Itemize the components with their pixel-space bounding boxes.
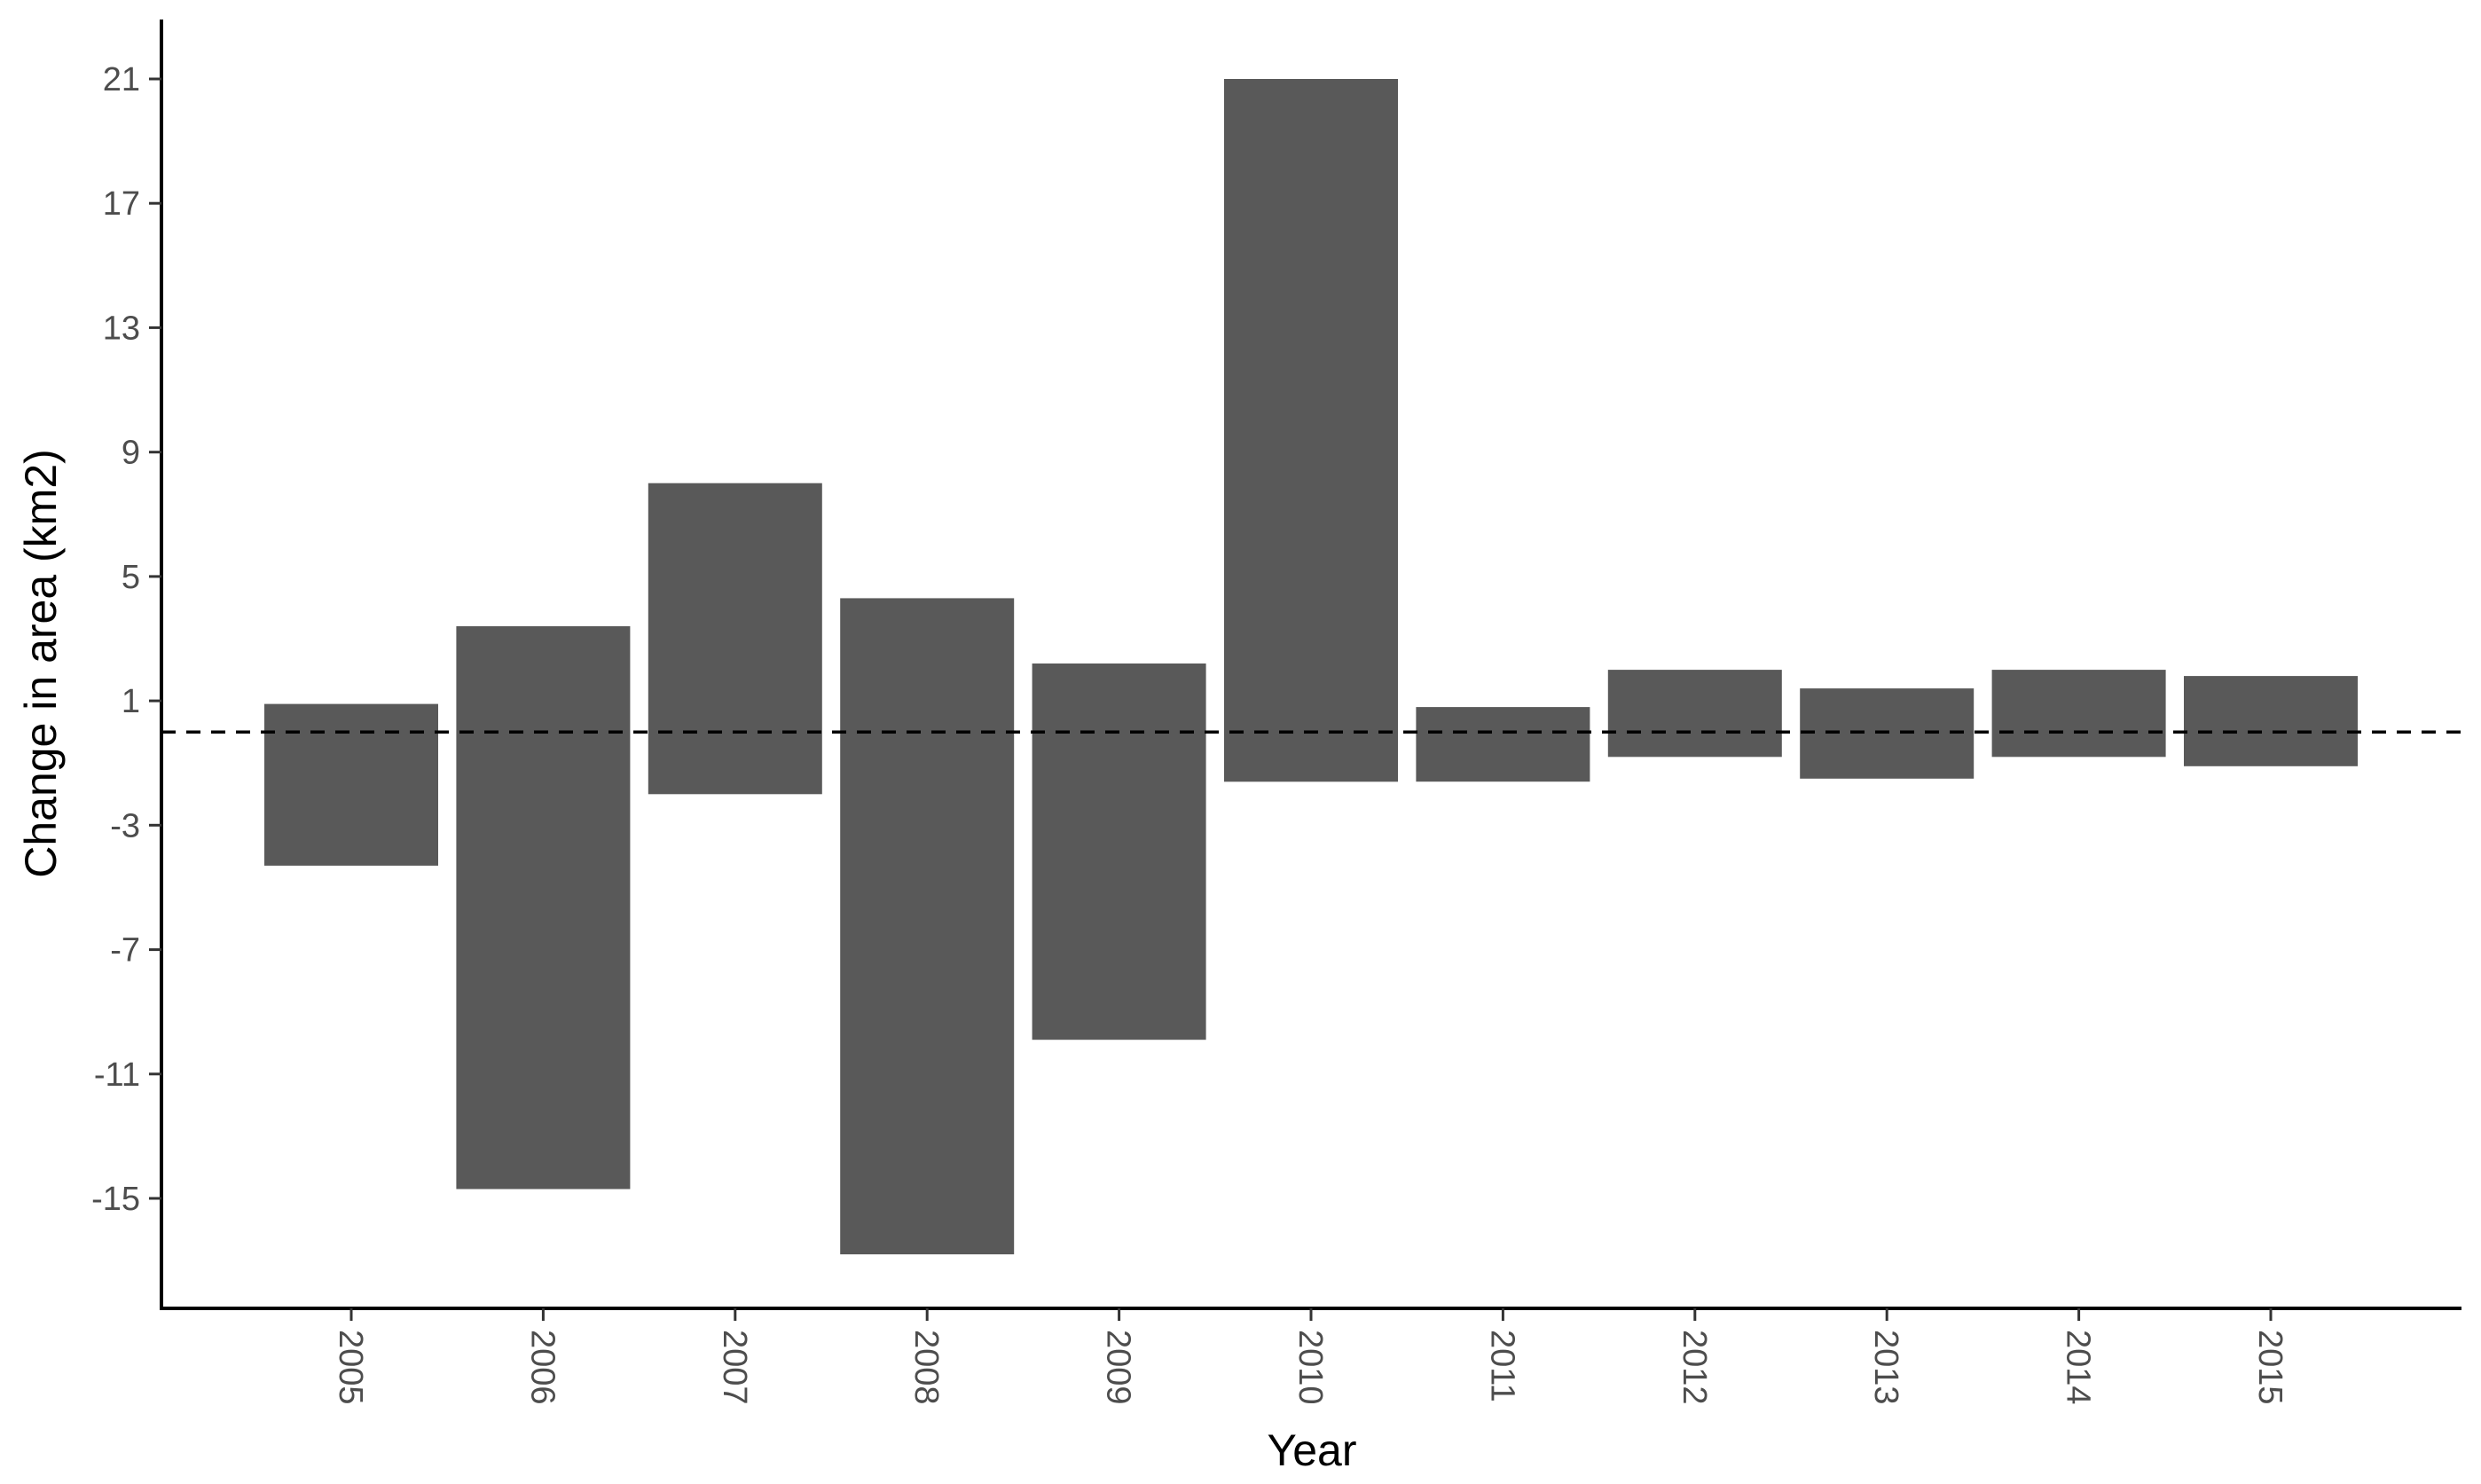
y-tick-label: 17 (103, 185, 140, 223)
bar-2008 (840, 598, 1015, 1255)
y-ticks: -15 -11 -7 -3 1 5 9 13 17 21 (91, 61, 161, 1218)
bar-2010 (1224, 79, 1398, 782)
bar-2012 (1607, 670, 1782, 758)
y-tick-label: -15 (91, 1181, 140, 1218)
y-tick-label: 5 (122, 559, 140, 596)
y-tick-label: 1 (122, 683, 140, 720)
bar-2005 (264, 703, 438, 866)
x-tick-label-2005: 2005 (332, 1330, 369, 1405)
bar-2009 (1032, 663, 1206, 1040)
x-tick-label-2013: 2013 (1867, 1330, 1904, 1405)
x-tick-label-2012: 2012 (1676, 1330, 1713, 1405)
bar-2007 (648, 483, 822, 795)
bars-layer (264, 79, 2358, 1255)
bar-2015 (2184, 676, 2358, 766)
x-tick-label-2014: 2014 (2060, 1330, 2097, 1405)
y-axis-title: Change in area (km2) (16, 449, 66, 878)
x-tick-label-2011: 2011 (1483, 1330, 1520, 1402)
x-tick-label-2007: 2007 (716, 1330, 753, 1405)
x-tick-label-2010: 2010 (1292, 1330, 1329, 1405)
x-axis-title: Year (1267, 1425, 1356, 1475)
bar-2014 (1991, 670, 2166, 758)
bar-2011 (1416, 707, 1590, 782)
x-tick-label-2008: 2008 (907, 1330, 945, 1405)
x-tick-label-2015: 2015 (2251, 1330, 2289, 1405)
y-tick-label: -7 (110, 932, 140, 970)
y-tick-label: 13 (103, 310, 140, 347)
y-tick-label: 9 (122, 435, 140, 472)
x-tick-label-2009: 2009 (1100, 1330, 1137, 1405)
y-tick-label: 21 (103, 61, 140, 98)
x-tick-label-2006: 2006 (523, 1330, 561, 1405)
x-ticks: 2005 2006 2007 2008 2009 2010 2011 2012 2013 2014… (332, 1308, 2289, 1405)
y-tick-label: -11 (94, 1056, 140, 1094)
bar-2006 (456, 626, 631, 1190)
y-tick-label: -3 (110, 807, 140, 844)
